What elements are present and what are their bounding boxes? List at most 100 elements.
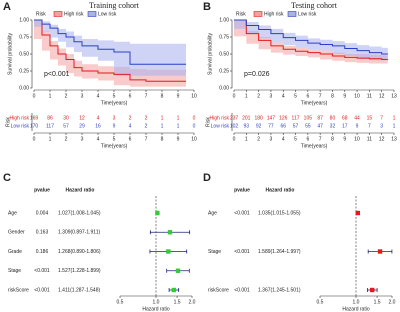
x-tick-label: 1.5 (374, 299, 381, 305)
x-tick-label: 0.5 (117, 299, 124, 305)
risk-x-axis-title: Time(years) (101, 143, 128, 149)
x-tick-label: 8 (161, 93, 164, 99)
x-tick-label: 3 (270, 93, 273, 99)
x-tick-label: 10 (354, 93, 360, 99)
at-risk-count: 201 (242, 115, 251, 121)
hazard-ratio-marker (171, 287, 177, 293)
row-name: Gender (8, 230, 25, 236)
at-risk-count: 15 (367, 115, 373, 121)
x-tick-label: 0.5 (317, 299, 324, 305)
row-hazard-ratio: 1.268(0.890-1.806) (58, 249, 101, 255)
row-pvalue: <0.001 (34, 268, 50, 274)
risk-x-tick-label: 0 (33, 136, 36, 142)
at-risk-count: 147 (267, 115, 276, 121)
row-pvalue: 0.163 (36, 230, 49, 236)
at-risk-count: 3 (113, 115, 116, 121)
at-risk-count: 1 (177, 115, 180, 121)
at-risk-count: 4 (97, 115, 100, 121)
row-name: Age (8, 210, 17, 216)
x-tick-label: 13 (391, 93, 397, 99)
x-tick-label: 2.0 (189, 299, 196, 305)
at-risk-count: 180 (254, 115, 263, 121)
hazard-ratio-marker (355, 210, 360, 216)
at-risk-count: 1 (393, 123, 396, 129)
x-tick-label: 0 (233, 93, 236, 99)
at-risk-count: 66 (280, 123, 286, 129)
panel-label: C (3, 172, 11, 184)
at-risk-count: 57 (63, 123, 69, 129)
at-risk-count: 87 (317, 115, 323, 121)
legend-swatch (87, 11, 97, 17)
at-risk-count: 105 (304, 115, 313, 121)
at-risk-count: 12 (79, 115, 85, 121)
legend-label: Low risk (298, 11, 317, 17)
x-tick-label: 9 (343, 93, 346, 99)
risk-x-tick-label: 7 (145, 136, 148, 142)
hazard-ratio-marker (167, 230, 173, 235)
row-hazard-ratio: 1.035(1.015-1.055) (258, 210, 301, 216)
x-tick-label: 6 (306, 93, 309, 99)
x-tick-label: 3 (81, 93, 84, 99)
x-tick-label: 1 (245, 93, 248, 99)
at-risk-count: 1 (393, 115, 396, 121)
at-risk-count: 1 (177, 123, 180, 129)
at-risk-count: 117 (46, 123, 54, 129)
at-risk-count: 30 (63, 115, 69, 121)
x-axis-title: Time(years) (301, 100, 328, 106)
column-header: Hazard ratio (266, 187, 295, 193)
at-risk-count: 9 (356, 123, 359, 129)
row-pvalue: 0.004 (36, 210, 49, 216)
risk-x-tick-label: 8 (331, 136, 334, 142)
x-tick-label: 7 (145, 93, 148, 99)
at-risk-count: 2 (145, 115, 148, 121)
row-hazard-ratio: 1.309(0.897-1.911) (58, 230, 100, 236)
hazard-ratio-marker (155, 210, 160, 216)
at-risk-count: 29 (79, 123, 85, 129)
risk-x-tick-label: 10 (354, 136, 360, 142)
risk-row-label: High risk (210, 115, 230, 121)
y-tick-label: 0.75 (219, 34, 229, 40)
x-tick-label: 0 (33, 93, 36, 99)
row-pvalue: <0.001 (234, 210, 250, 216)
row-pvalue: 0.186 (36, 249, 49, 255)
x-tick-label: 1.0 (153, 299, 160, 305)
row-pvalue: <0.001 (234, 249, 250, 255)
row-name: Stage (8, 268, 21, 274)
x-tick-label: 6 (129, 93, 132, 99)
x-tick-label: 8 (331, 93, 334, 99)
risk-x-tick-label: 0 (233, 136, 236, 142)
at-risk-count: 3 (380, 123, 383, 129)
y-tick-label: 1.00 (219, 17, 229, 23)
y-tick-label: 0.25 (19, 68, 29, 74)
y-tick-label: 0.50 (19, 51, 29, 57)
confidence-band (234, 20, 388, 64)
risk-x-tick-label: 6 (129, 136, 132, 142)
legend-swatch (53, 11, 63, 17)
x-tick-label: 7 (319, 93, 322, 99)
y-tick-label: 0.75 (19, 34, 29, 40)
y-tick-label: 0.50 (219, 51, 229, 57)
x-tick-label: 1 (49, 93, 52, 99)
p-value: p<0.001 (44, 71, 70, 78)
at-risk-count: 170 (30, 123, 39, 129)
at-risk-count: 237 (230, 115, 239, 121)
hazard-ratio-marker (175, 268, 181, 273)
survival-curve (234, 19, 388, 60)
row-hazard-ratio: 1.367(1.245-1.501) (258, 287, 301, 293)
panel-label: A (3, 1, 11, 13)
row-hazard-ratio: 1.411(1.287-1.548) (58, 287, 100, 293)
column-header: Hazard ratio (66, 187, 95, 193)
risk-x-tick-label: 3 (81, 136, 84, 142)
risk-x-tick-label: 11 (367, 136, 372, 142)
risk-x-tick-label: 9 (343, 136, 346, 142)
risk-x-tick-label: 1 (245, 136, 248, 142)
at-risk-count: 47 (317, 123, 323, 129)
legend-swatch (253, 11, 263, 17)
x-tick-label: 2.0 (389, 299, 396, 305)
at-risk-count: 92 (256, 123, 262, 129)
at-risk-count: 7 (368, 123, 371, 129)
legend-label: Low risk (98, 11, 117, 17)
y-tick-label: 0.00 (19, 85, 29, 91)
